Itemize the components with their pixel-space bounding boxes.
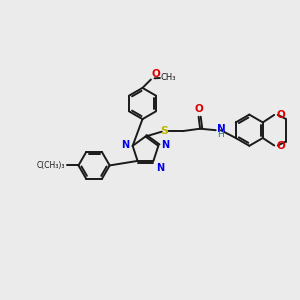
Text: S: S [160,126,168,136]
Text: O: O [194,104,203,114]
Text: N: N [122,140,130,150]
Text: O: O [276,141,285,151]
Text: CH₃: CH₃ [161,74,176,82]
Text: N: N [161,140,169,150]
Text: C(CH₃)₃: C(CH₃)₃ [37,161,66,170]
Text: O: O [276,110,285,120]
Text: H: H [217,130,224,139]
Text: N: N [217,124,226,134]
Text: O: O [152,69,160,79]
Text: N: N [156,163,164,173]
